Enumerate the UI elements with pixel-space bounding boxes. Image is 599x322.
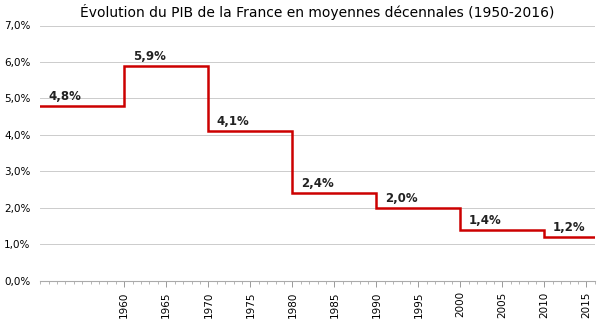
Text: 4,8%: 4,8% bbox=[49, 90, 81, 103]
Text: 4,1%: 4,1% bbox=[217, 115, 249, 128]
Text: 2,4%: 2,4% bbox=[301, 177, 334, 190]
Text: 2,0%: 2,0% bbox=[385, 192, 418, 205]
Text: 1,4%: 1,4% bbox=[469, 214, 501, 227]
Text: 5,9%: 5,9% bbox=[133, 50, 165, 63]
Text: 1,2%: 1,2% bbox=[553, 221, 585, 234]
Title: Évolution du PIB de la France en moyennes décennales (1950-2016): Évolution du PIB de la France en moyenne… bbox=[80, 4, 555, 20]
